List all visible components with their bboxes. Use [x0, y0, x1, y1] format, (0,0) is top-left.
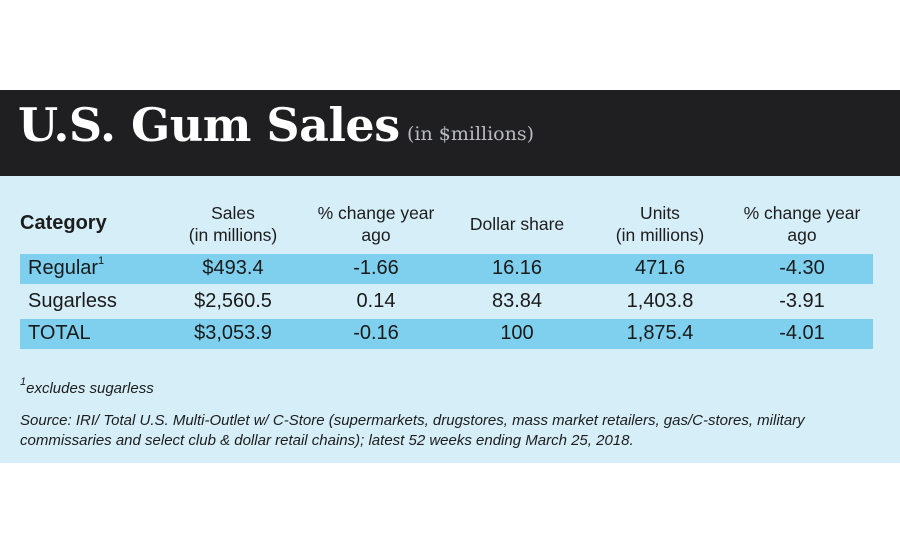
column-header-sales-pct-change: % change year ago: [317, 203, 435, 245]
cell-sales-pct-change: -0.16: [353, 322, 399, 344]
cell-units-pct-change: -3.91: [779, 290, 825, 312]
cell-units-pct-change: -4.01: [779, 322, 825, 344]
title-bar: U.S. Gum Sales (in $millions): [0, 90, 900, 176]
sales-table-card: U.S. Gum Sales (in $millions) Category S…: [0, 90, 900, 463]
column-header-units-pct-change: % change year ago: [743, 203, 861, 245]
table-row: TOTAL $3,053.9 -0.16 100 1,875.4 -4.01: [20, 319, 873, 349]
column-header-sales: Sales (in millions): [188, 203, 278, 245]
cell-sales-pct-change: 0.14: [356, 290, 396, 312]
row-category: TOTAL: [28, 322, 91, 344]
cell-units: 471.6: [634, 257, 686, 279]
cell-sales: $2,560.5: [194, 290, 272, 312]
cell-sales-pct-change: -1.66: [353, 257, 399, 279]
cell-dollar-share: 83.84: [491, 290, 543, 312]
cell-dollar-share: 100: [500, 322, 534, 344]
row-category: Regular1: [28, 255, 105, 279]
cell-units: 1,403.8: [626, 290, 694, 312]
table-header-row: Category Sales (in millions) % change ye…: [20, 202, 873, 250]
notes: 1excludes sugarless Source: IRI/ Total U…: [20, 374, 880, 451]
footnote-marker: 1: [98, 255, 105, 268]
column-header-units: Units (in millions): [615, 203, 705, 245]
table-row: Regular1 $493.4 -1.66 16.16 471.6 -4.30: [20, 254, 873, 284]
cell-units: 1,875.4: [626, 322, 694, 344]
table-row: Sugarless $2,560.5 0.14 83.84 1,403.8 -3…: [20, 287, 873, 317]
chart-subtitle: (in $millions): [407, 123, 535, 145]
cell-sales: $493.4: [202, 257, 264, 279]
row-category: Sugarless: [28, 290, 117, 312]
chart-title: U.S. Gum Sales: [18, 98, 400, 152]
cell-dollar-share: 16.16: [491, 257, 543, 279]
cell-sales: $3,053.9: [194, 322, 272, 344]
sales-table: Category Sales (in millions) % change ye…: [20, 202, 873, 250]
column-header-category: Category: [20, 212, 107, 234]
footnote: 1excludes sugarless: [20, 376, 154, 397]
column-header-dollar-share: Dollar share: [469, 214, 565, 234]
source-note: Source: IRI/ Total U.S. Multi-Outlet w/ …: [20, 412, 805, 449]
cell-units-pct-change: -4.30: [779, 257, 825, 279]
